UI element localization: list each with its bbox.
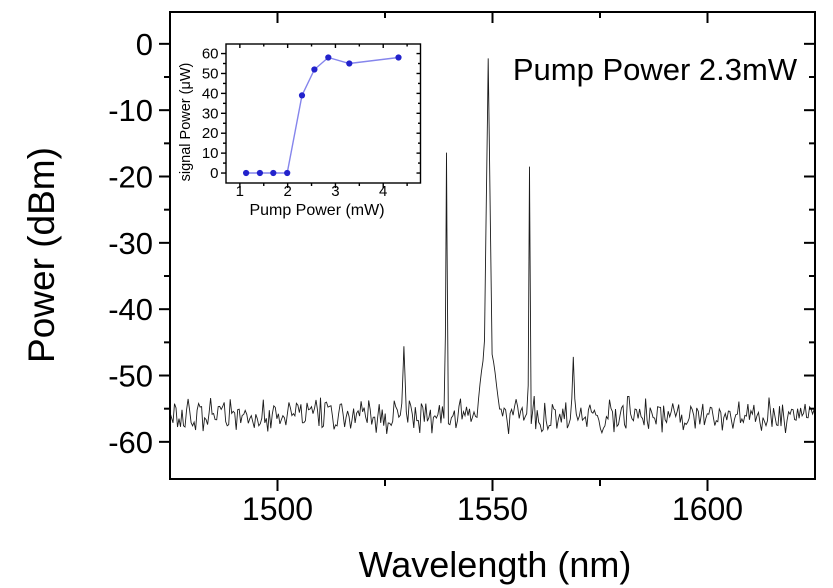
x-tick-label: 1500 <box>242 491 313 527</box>
inset-data-point <box>325 54 332 61</box>
y-tick-label: -40 <box>108 292 153 327</box>
inset-y-tick-label: 0 <box>210 165 218 182</box>
inset-x-axis-title: Pump Power (mW) <box>249 202 384 219</box>
inset-data-point <box>284 169 291 177</box>
y-tick-label: -50 <box>108 359 153 394</box>
inset-y-tick-label: 50 <box>202 65 219 82</box>
inset-data-point <box>256 169 263 177</box>
inset-data-point <box>298 92 306 99</box>
inset-x-tick-label: 3 <box>331 183 339 200</box>
inset-y-tick-label: 30 <box>202 105 219 122</box>
x-tick-labels: 1500 1550 1600 <box>242 491 743 527</box>
inset-y-tick-labels: 0 10 20 30 40 50 60 <box>202 46 219 182</box>
inset-data-point <box>346 60 353 67</box>
inset-plot: 0 10 20 30 40 50 60 1 2 3 4 <box>202 43 422 200</box>
inset-x-tick-label: 2 <box>283 183 291 200</box>
spectrum-trace <box>171 58 814 435</box>
y-axis-title: Power (dBm) <box>21 147 62 363</box>
main-axis-ticks <box>159 12 815 491</box>
inset-data-point <box>395 54 402 61</box>
inset-x-tick-label: 1 <box>236 183 244 200</box>
x-tick-label: 1600 <box>672 491 743 527</box>
y-tick-label: -20 <box>108 160 153 195</box>
inset-data-point <box>270 169 277 177</box>
inset-x-tick-labels: 1 2 3 4 <box>236 183 388 200</box>
y-tick-label: -60 <box>108 425 153 460</box>
inset-axis-ticks <box>221 44 421 188</box>
y-tick-label: 0 <box>136 27 153 62</box>
inset-y-tick-label: 20 <box>202 125 219 142</box>
x-axis-title: Wavelength (nm) <box>359 544 632 585</box>
inset-y-tick-label: 60 <box>202 46 219 63</box>
inset-data-point <box>311 66 318 73</box>
inset-y-tick-label: 40 <box>202 85 219 102</box>
pump-power-annotation: Pump Power 2.3mW <box>513 52 798 87</box>
inset-y-tick-label: 10 <box>202 145 219 162</box>
inset-y-axis-title: signal Power (μW) <box>178 63 194 182</box>
inset-x-tick-label: 4 <box>379 183 387 200</box>
inset-frame <box>225 43 422 184</box>
y-tick-labels: 0 -10 -20 -30 -40 -50 -60 <box>108 27 153 460</box>
inset-data-point <box>243 169 250 177</box>
x-tick-label: 1550 <box>457 491 528 527</box>
y-tick-label: -30 <box>108 226 153 261</box>
y-tick-label: -10 <box>108 93 153 128</box>
